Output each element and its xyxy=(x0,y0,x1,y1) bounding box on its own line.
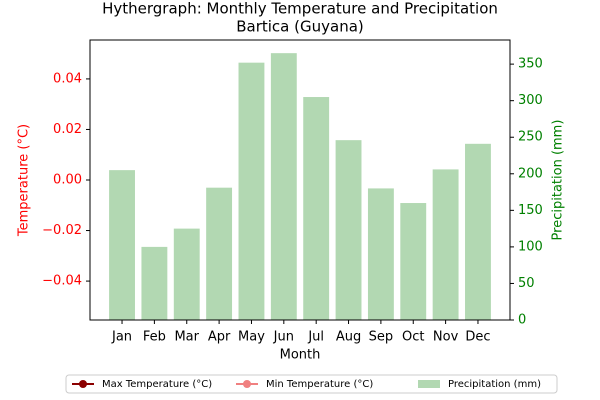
chart-title: Hythergraph: Monthly Temperature and Pre… xyxy=(102,0,498,18)
x-tick-label: Nov xyxy=(433,330,459,345)
x-tick-label: May xyxy=(238,330,265,345)
bar xyxy=(400,203,427,320)
bar xyxy=(303,97,330,320)
x-axis-label: Month xyxy=(280,348,321,363)
y-tick-label: 0.04 xyxy=(53,71,82,86)
chart-subtitle: Bartica (Guyana) xyxy=(236,18,364,36)
x-tick-label: Jan xyxy=(111,330,132,345)
bar xyxy=(465,143,491,320)
y2-tick-label: 250 xyxy=(518,130,543,145)
y2-tick-label: 300 xyxy=(518,93,543,108)
y2-axis-label: Precipitation (mm) xyxy=(551,120,566,241)
legend-label: Min Temperature (°C) xyxy=(266,379,373,390)
y-tick-label: 0.02 xyxy=(53,122,82,137)
y2-tick-label: 0 xyxy=(518,313,526,328)
x-tick-label: Aug xyxy=(336,330,361,345)
legend-label: Max Temperature (°C) xyxy=(102,379,212,390)
x-tick-label: Jun xyxy=(273,330,294,345)
bar xyxy=(206,187,233,320)
bar xyxy=(367,188,394,320)
bar xyxy=(238,62,265,321)
x-tick-label: Mar xyxy=(174,330,199,345)
y2-tick-label: 150 xyxy=(518,203,543,218)
bar xyxy=(173,228,200,320)
y-axis-label: Temperature (°C) xyxy=(17,124,32,237)
x-tick-label: Sep xyxy=(369,330,394,345)
x-tick-label: Jul xyxy=(307,330,324,345)
y2-tick-label: 200 xyxy=(518,166,543,181)
x-tick-label: Dec xyxy=(465,330,490,345)
legend-box xyxy=(65,374,558,394)
bar xyxy=(335,140,362,320)
bar xyxy=(270,53,297,320)
y-tick-label: −0.04 xyxy=(42,274,82,289)
x-tick-label: Feb xyxy=(143,330,166,345)
y-tick-label: −0.02 xyxy=(42,223,82,238)
y-tick-label: 0.00 xyxy=(53,173,82,188)
legend-label: Precipitation (mm) xyxy=(448,379,541,390)
legend-swatch xyxy=(418,380,440,388)
y2-tick-label: 50 xyxy=(518,276,535,291)
bar xyxy=(432,169,459,320)
bar xyxy=(109,170,135,320)
bar xyxy=(141,246,168,320)
y2-tick-label: 100 xyxy=(518,239,543,254)
legend-marker xyxy=(79,380,87,388)
x-tick-label: Oct xyxy=(402,330,424,345)
x-tick-label: Apr xyxy=(208,330,231,345)
legend-marker xyxy=(243,380,251,388)
y2-tick-label: 350 xyxy=(518,57,543,72)
